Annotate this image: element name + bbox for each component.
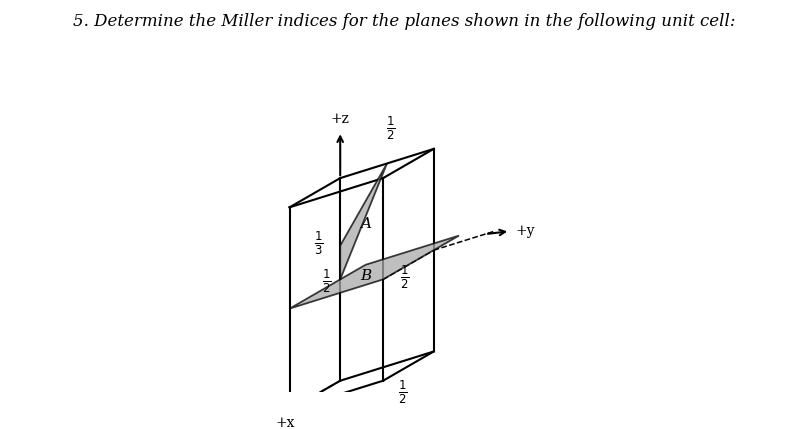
Text: $\frac{1}{2}$: $\frac{1}{2}$	[386, 115, 396, 142]
Text: A: A	[360, 217, 371, 231]
Text: 5. Determine the Miller indices for the planes shown in the following unit cell:: 5. Determine the Miller indices for the …	[74, 12, 735, 30]
Text: $\frac{1}{3}$: $\frac{1}{3}$	[314, 230, 324, 257]
Text: B: B	[360, 269, 371, 283]
Text: +x: +x	[276, 416, 295, 429]
Text: +z: +z	[331, 112, 349, 126]
Polygon shape	[290, 236, 459, 308]
Polygon shape	[341, 163, 387, 279]
Text: +y: +y	[516, 224, 536, 238]
Text: $\frac{1}{2}$: $\frac{1}{2}$	[322, 268, 331, 295]
Text: $\frac{1}{2}$: $\frac{1}{2}$	[398, 379, 407, 406]
Text: $\frac{1}{2}$: $\frac{1}{2}$	[400, 264, 409, 291]
